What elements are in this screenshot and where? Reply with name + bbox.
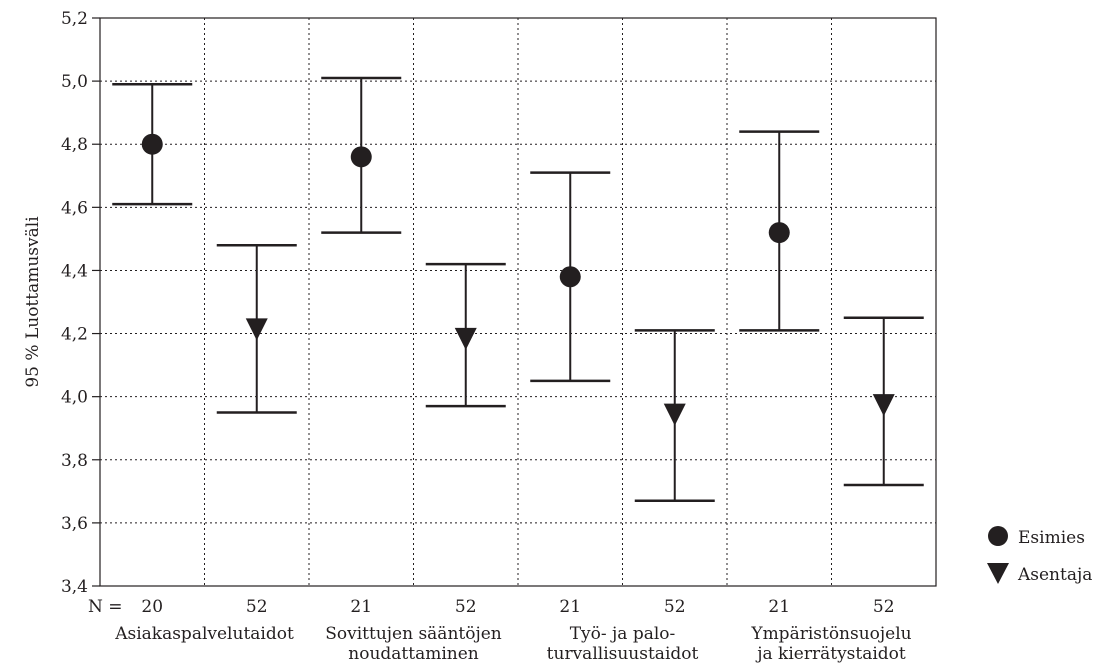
y-axis-label: 95 % Luottamusväli [23,216,43,388]
y-tick-label: 4,8 [61,135,88,155]
n-prefix-label: N = [88,597,123,617]
n-count-label: 52 [664,597,686,617]
y-tick-label: 4,0 [61,388,88,408]
x-axis: N = Asiakaspalvelutaidot Sovittujen säänt… [88,597,912,664]
plot-frame [99,17,937,587]
category-label: Asiakaspalvelutaidot [114,624,294,644]
esimies-mean-point [350,146,372,168]
esimies-mean-point [141,133,163,155]
y-tick-label: 4,4 [61,261,88,281]
y-tick-label: 3,4 [61,577,88,597]
legend: Esimies Asentaja [987,526,1092,585]
n-count-label: 20 [141,597,163,617]
y-tick-label: 5,2 [61,9,88,29]
error-bars [112,76,924,503]
asentaja-mean-point [245,318,268,341]
n-count-label: 21 [559,597,581,617]
asentaja-mean-point [454,327,477,350]
n-count-label: 21 [768,597,790,617]
legend-asentaja-marker [987,563,1009,584]
asentaja-mean-point [872,394,895,417]
n-count-label: 52 [455,597,477,617]
category-label: Työ- ja palo- [570,624,676,644]
esimies-mean-point [768,222,790,244]
n-count-label: 52 [246,597,268,617]
legend-asentaja-label: Asentaja [1017,565,1092,585]
y-tick-label: 3,6 [61,514,88,534]
legend-esimies-marker [988,526,1008,546]
esimies-mean-point [559,266,581,288]
category-label: turvallisuustaidot [547,644,699,664]
category-label: Sovittujen sääntöjen [325,624,502,644]
y-tick-label: 3,8 [61,451,88,471]
y-axis: 3,4 3,6 3,8 4,0 4,2 4,4 4,6 4,8 5,0 5,2 [61,9,100,597]
y-tick-label: 5,0 [61,72,88,92]
y-tick-label: 4,6 [61,198,88,218]
legend-esimies-label: Esimies [1018,528,1085,548]
grid-lines [100,18,936,586]
y-tick-label: 4,2 [61,325,88,345]
category-label: Ympäristönsuojelu [750,624,911,644]
asentaja-mean-point [663,403,686,426]
n-count-label: 52 [873,597,895,617]
category-label: ja kierrätystaidot [755,644,906,664]
n-count-label: 21 [350,597,372,617]
category-label: noudattaminen [348,644,479,664]
